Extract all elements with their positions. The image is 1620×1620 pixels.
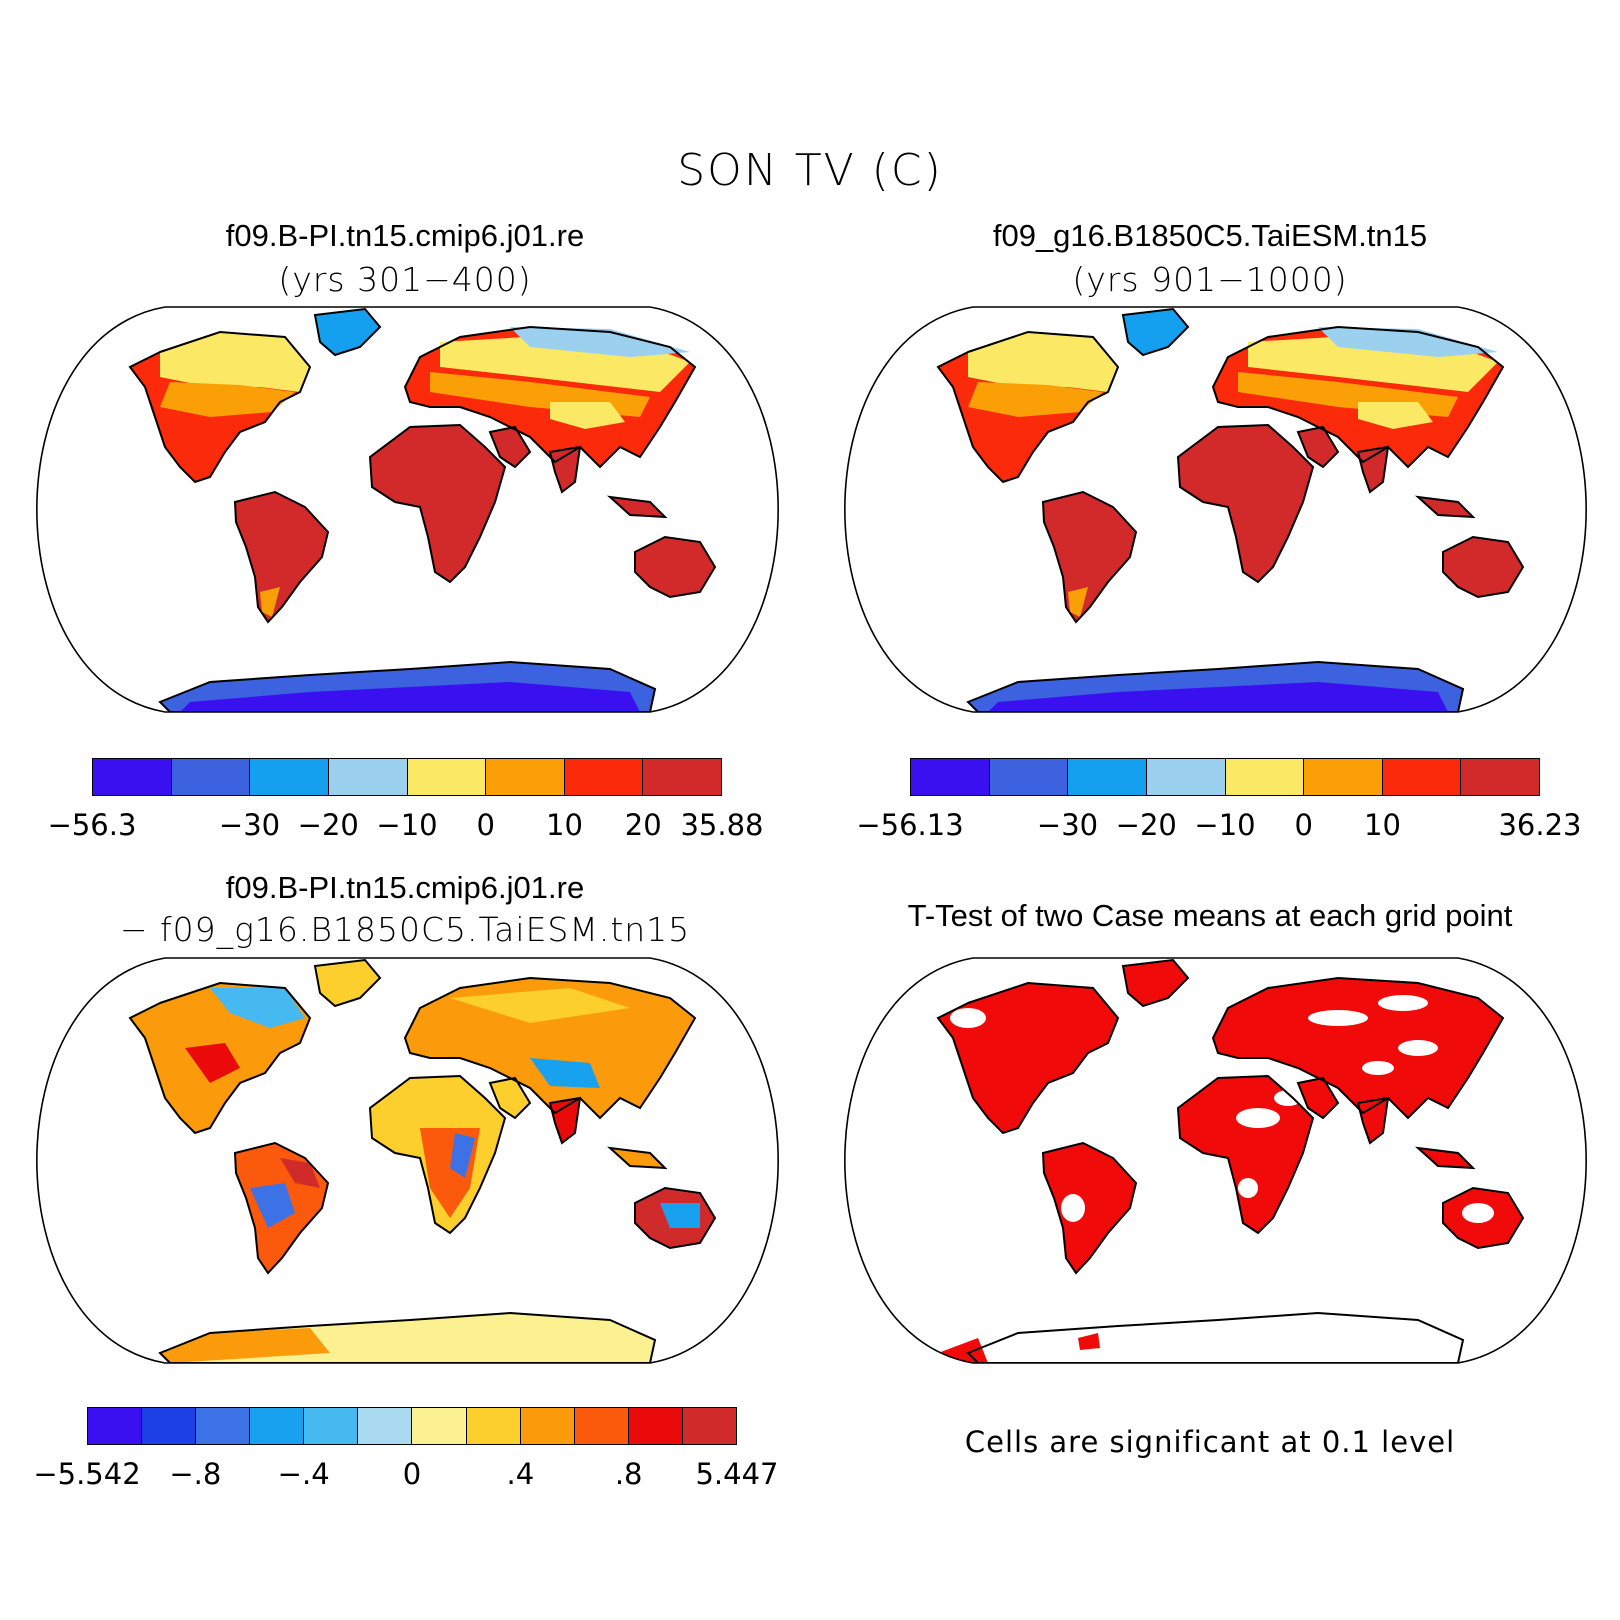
colorbar-segment — [250, 759, 329, 795]
colorbar-segment — [171, 759, 251, 795]
colorbar-segment — [1225, 759, 1305, 795]
colorbar-segment — [682, 1408, 736, 1444]
panel-1-subtitle: (yrs 301−400) — [278, 260, 532, 299]
panel-2-subtitle: (yrs 901−1000) — [1072, 260, 1348, 299]
panel-2-map — [844, 306, 1587, 713]
colorbar-segment — [358, 1408, 413, 1444]
colorbar-tick-label: −30 — [1036, 808, 1099, 842]
colorbar-segment — [486, 759, 565, 795]
colorbar-segment — [564, 759, 644, 795]
panel-1-colorbar — [92, 758, 722, 796]
panel-1-map — [36, 306, 779, 713]
colorbar-segment — [407, 759, 487, 795]
colorbar-segment — [142, 1408, 197, 1444]
panel-4-title: T-Test of two Case means at each grid po… — [907, 898, 1513, 933]
colorbar-segment — [1068, 759, 1147, 795]
colorbar-tick-label: −5.542 — [33, 1457, 141, 1491]
colorbar-tick-label: 35.88 — [680, 808, 764, 842]
colorbar-tick-label: −56.13 — [856, 808, 964, 842]
colorbar-segment — [93, 759, 172, 795]
colorbar-tick-label: −20 — [1115, 808, 1177, 842]
colorbar-segment — [574, 1408, 629, 1444]
figure-title: SON TV (C) — [677, 145, 943, 196]
panel-3-subtitle: − f09_g16.B1850C5.TaiESM.tn15 — [119, 910, 691, 949]
colorbar-tick-label: 5.447 — [695, 1457, 779, 1491]
colorbar-tick-label: −10 — [1194, 808, 1256, 842]
colorbar-tick-label: −20 — [297, 808, 359, 842]
panel-3-map — [36, 957, 779, 1364]
colorbar-tick-label: 36.23 — [1498, 808, 1582, 842]
colorbar-tick-label: .8 — [614, 1457, 643, 1491]
colorbar-segment — [1146, 759, 1226, 795]
panel-3-colorbar — [87, 1407, 737, 1445]
colorbar-segment — [412, 1408, 467, 1444]
colorbar-segment — [1304, 759, 1383, 795]
colorbar-tick-label: 0 — [402, 1457, 422, 1491]
colorbar-segment — [196, 1408, 251, 1444]
panel-4-map — [844, 957, 1587, 1364]
significance-note: Cells are significant at 0.1 level — [964, 1425, 1456, 1459]
colorbar-segment — [328, 759, 408, 795]
colorbar-tick-label: 10 — [546, 808, 583, 842]
colorbar-segment — [911, 759, 990, 795]
colorbar-tick-label: 10 — [1364, 808, 1401, 842]
colorbar-tick-label: 0 — [1294, 808, 1313, 842]
colorbar-segment — [466, 1408, 521, 1444]
colorbar-tick-label: −.8 — [169, 1457, 222, 1491]
colorbar-tick-label: 0 — [476, 808, 495, 842]
colorbar-segment — [520, 1408, 575, 1444]
colorbar-segment — [628, 1408, 683, 1444]
colorbar-segment — [304, 1408, 359, 1444]
panel-2-title: f09_g16.B1850C5.TaiESM.tn15 — [992, 218, 1428, 253]
colorbar-tick-label: −10 — [376, 808, 438, 842]
colorbar-tick-label: .4 — [506, 1457, 535, 1491]
colorbar-tick-label: −56.3 — [47, 808, 137, 842]
colorbar-segment — [1382, 759, 1462, 795]
colorbar-tick-label: −30 — [218, 808, 281, 842]
colorbar-segment — [250, 1408, 305, 1444]
colorbar-tick-label: −.4 — [277, 1457, 330, 1491]
panel-3-title: f09.B-PI.tn15.cmip6.j01.re — [225, 870, 585, 905]
colorbar-segment — [643, 759, 721, 795]
panel-1-title: f09.B-PI.tn15.cmip6.j01.re — [225, 218, 585, 253]
colorbar-tick-label: 20 — [624, 808, 662, 842]
colorbar-segment — [989, 759, 1069, 795]
colorbar-segment — [1461, 759, 1539, 795]
panel-2-colorbar — [910, 758, 1540, 796]
colorbar-segment — [88, 1408, 143, 1444]
